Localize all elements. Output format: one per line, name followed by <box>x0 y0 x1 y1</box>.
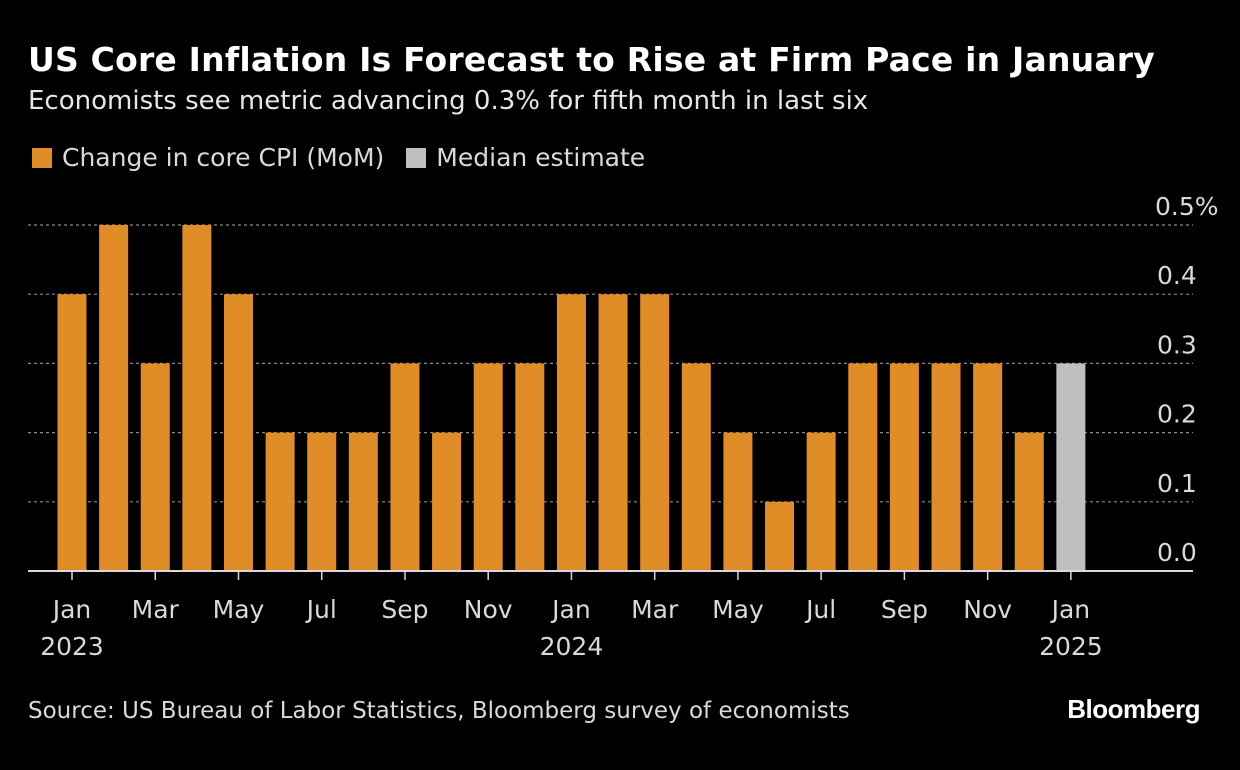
bar <box>223 294 253 571</box>
y-tick-label: 0.2 <box>1157 400 1197 429</box>
x-tick-label-month: Nov <box>464 595 513 624</box>
chart-subtitle: Economists see metric advancing 0.3% for… <box>28 86 869 116</box>
x-tick-label-month: Jan <box>550 595 591 624</box>
bar <box>432 432 462 571</box>
bar <box>556 294 586 571</box>
x-tick-label-month: Sep <box>381 595 428 624</box>
bar <box>390 363 420 571</box>
bar <box>307 432 337 571</box>
legend-label: Median estimate <box>436 143 646 172</box>
x-tick-label-month: Mar <box>132 595 180 624</box>
x-tick-label-month: May <box>712 595 764 624</box>
bar <box>765 501 795 571</box>
x-tick-label-month: May <box>213 595 265 624</box>
y-tick-label: 0.1 <box>1157 469 1197 498</box>
bar <box>515 363 545 571</box>
x-tick-label-month: Sep <box>881 595 928 624</box>
bar <box>265 432 295 571</box>
bar <box>640 294 670 571</box>
y-tick-label: 0.0 <box>1157 538 1197 567</box>
x-tick-label-year: 2023 <box>40 632 104 661</box>
legend-swatch-median <box>406 147 427 168</box>
x-tick-label-month: Jul <box>804 595 836 624</box>
bar <box>598 294 628 571</box>
bar <box>723 432 753 571</box>
x-tick-label-month: Jan <box>1050 595 1091 624</box>
y-tick-label: 0.3 <box>1157 330 1197 359</box>
x-tick-label-month: Jul <box>305 595 337 624</box>
legend-item-median: Median estimate <box>406 143 645 172</box>
bar <box>182 225 212 571</box>
legend-swatch-core-cpi <box>32 147 52 168</box>
x-tick-label-year: 2025 <box>1039 632 1103 661</box>
bar <box>889 363 919 571</box>
bar <box>1014 432 1044 571</box>
y-tick-label: 0.5% <box>1155 192 1219 221</box>
y-tick-label: 0.4 <box>1157 261 1197 290</box>
x-tick-label-month: Nov <box>963 595 1012 624</box>
bar <box>848 363 878 571</box>
bloomberg-logo: Bloomberg <box>1067 694 1200 724</box>
bar <box>348 432 378 571</box>
bar <box>681 363 711 571</box>
x-tick-label-year: 2024 <box>540 632 604 661</box>
bar <box>473 363 503 571</box>
bar <box>973 363 1003 571</box>
x-tick-label-month: Jan <box>51 595 92 624</box>
bar <box>931 363 961 571</box>
bar <box>1056 363 1086 571</box>
bar <box>806 432 836 571</box>
x-tick-label-month: Mar <box>631 595 679 624</box>
bar <box>57 294 87 571</box>
legend: Change in core CPI (MoM) Median estimate <box>32 143 645 172</box>
bar <box>99 225 129 571</box>
bar <box>140 363 170 571</box>
legend-item-core-cpi: Change in core CPI (MoM) <box>32 143 384 172</box>
chart-title: US Core Inflation Is Forecast to Rise at… <box>28 40 1155 79</box>
legend-label: Change in core CPI (MoM) <box>62 143 385 172</box>
source-note: Source: US Bureau of Labor Statistics, B… <box>28 698 850 724</box>
